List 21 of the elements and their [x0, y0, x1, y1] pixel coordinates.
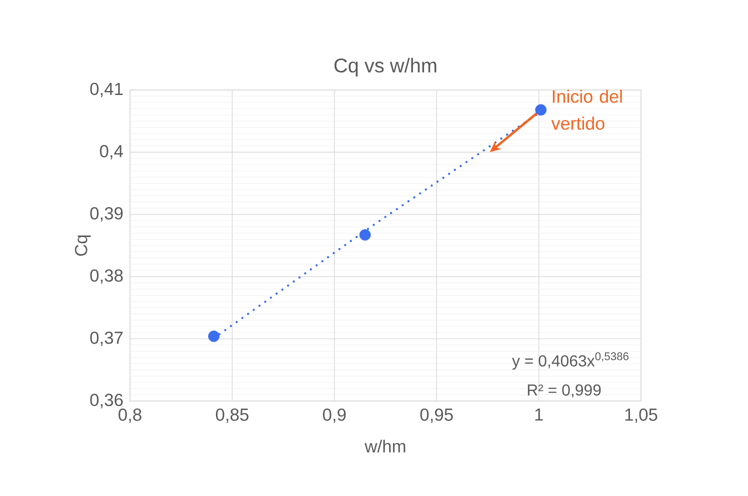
y-tick-label: 0,36 [90, 394, 123, 408]
y-tick-label: 0,4 [100, 144, 123, 160]
annotation: y = 0,4063x$^{0,5386}$ [512, 352, 628, 370]
chart-title: Cq vs w/hm [334, 58, 436, 76]
y-axis-title: Cq [74, 235, 91, 256]
annotation: R² = 0,999 [528, 384, 601, 398]
y-tick-label: 0,37 [90, 332, 123, 346]
x-tick-label: 0,8 [118, 408, 142, 423]
x-tick-label: 0,95 [420, 408, 453, 423]
point [359, 229, 371, 241]
x-tick-label: 0,85 [216, 408, 248, 423]
point [535, 104, 547, 116]
point [208, 330, 220, 342]
y-tick-label: 0,41 [90, 82, 123, 98]
y-tick-label: 0,38 [90, 269, 123, 284]
x-tick-label: 1 [535, 408, 543, 420]
annotation: Inicio del vertido [551, 90, 622, 130]
y-tick-label: 0,39 [90, 207, 123, 222]
x-axis-title: w/hm [364, 440, 406, 453]
x-tick-label: 1,05 [625, 408, 658, 423]
x-tick-label: 0,9 [322, 408, 346, 423]
